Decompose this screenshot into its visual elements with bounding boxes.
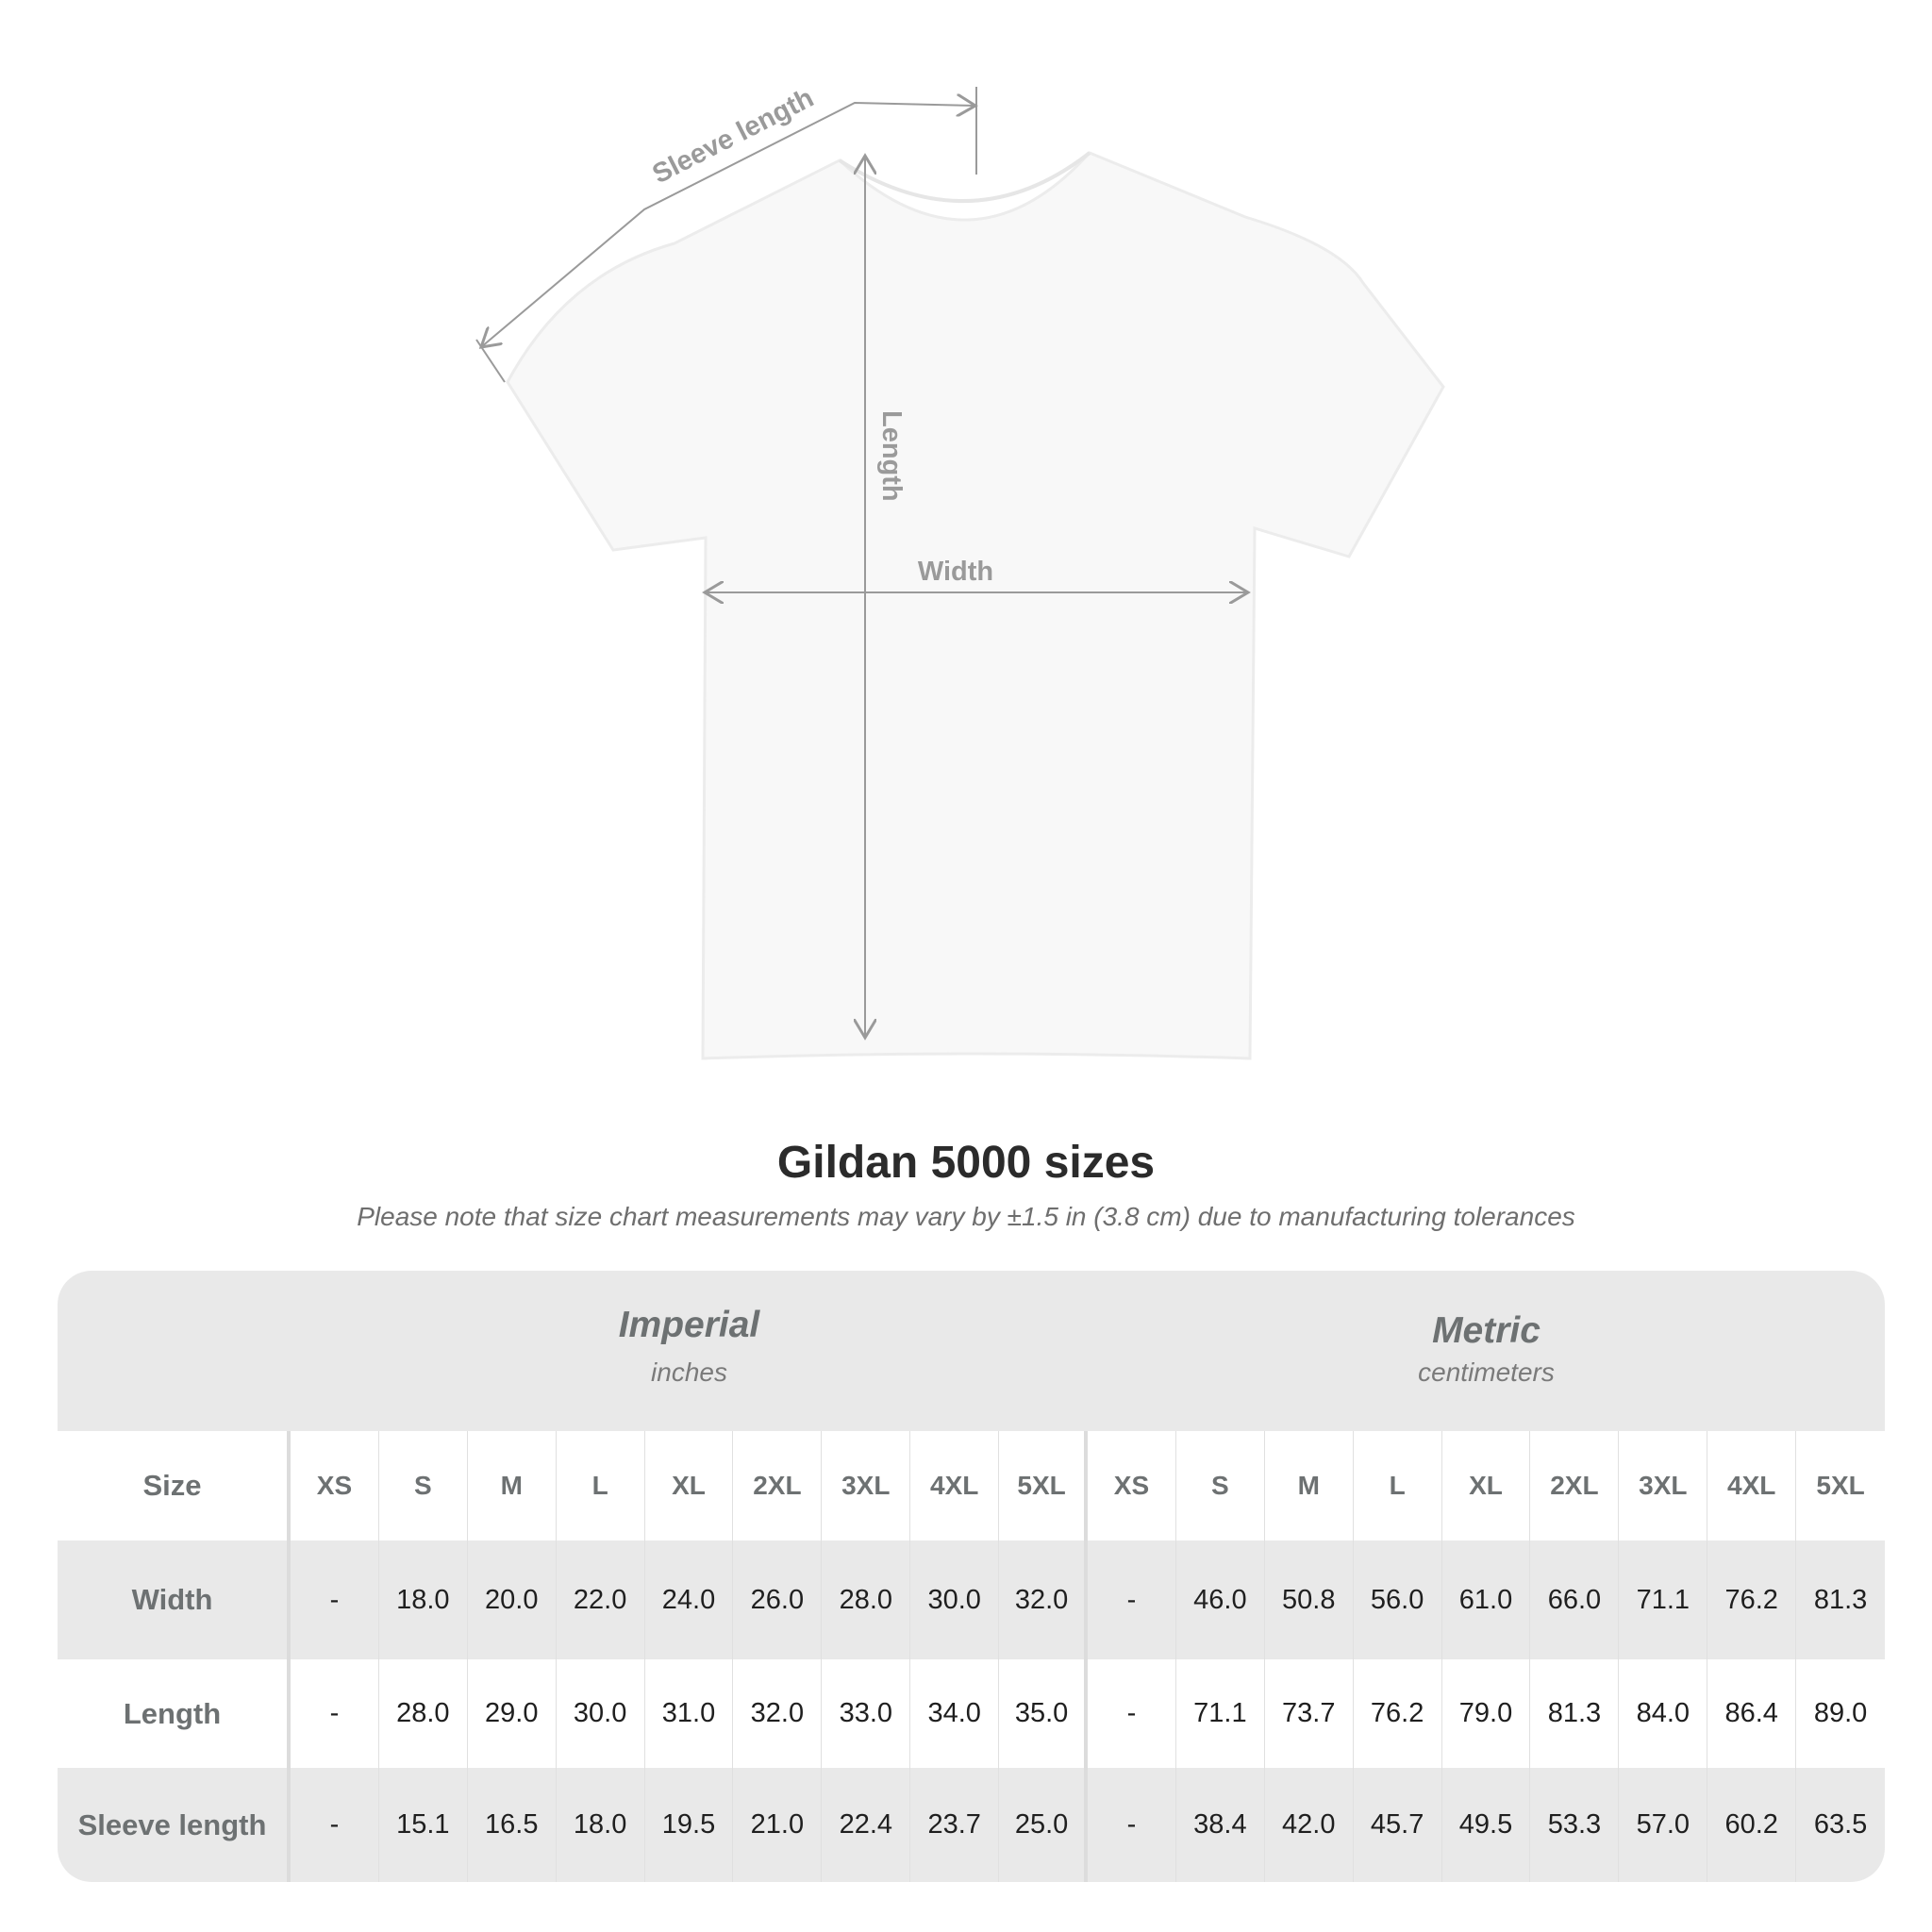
size-header-imperial: S [379,1431,468,1541]
metric-value: 81.3 [1813,1584,1868,1615]
imperial-value: 18.0 [379,1541,468,1659]
size-header-imperial: 2XL [733,1431,823,1541]
imperial-value: 30.0 [557,1659,645,1768]
imperial-value: 22.0 [557,1541,645,1659]
metric-value: 38.4 [1176,1768,1265,1882]
imperial-value: 21.0 [733,1768,823,1882]
imperial-value: 31.0 [645,1659,734,1768]
metric-value: 56.0 [1354,1541,1442,1659]
size-header-imperial: XS [291,1431,379,1541]
row-label: Sleeve length [58,1768,291,1882]
imperial-value: 18.0 [557,1768,645,1882]
imperial-value: 32.0 [733,1659,823,1768]
imperial-value: 15.1 [379,1768,468,1882]
metric-value: 84.0 [1619,1659,1708,1768]
metric-header: Metric centimeters [1088,1271,1885,1431]
size-header-row: Size XS S M L XL 2XL 3XL 4XL 5XL XS S M L XL 2XL 3XL 4XL 5… [58,1431,1885,1541]
metric-value: 50.8 [1265,1541,1354,1659]
metric-unit: centimeters [1418,1357,1555,1387]
metric-value: 71.1 [1619,1541,1708,1659]
metric-value: 73.7 [1265,1659,1354,1768]
metric-value: - [1088,1659,1176,1768]
size-header-metric: 3XL [1619,1431,1708,1541]
imperial-value: - [291,1541,379,1659]
metric-title: Metric [1432,1310,1541,1351]
imperial-value: 16.5 [468,1768,557,1882]
imperial-value: 28.0 [379,1659,468,1768]
sleeve-length-label: Sleeve length [648,83,819,190]
imperial-value: 33.0 [822,1659,911,1768]
metric-value: 60.2 [1707,1768,1797,1882]
tolerance-note: Please note that size chart measurements… [357,1202,1575,1231]
tshirt-diagram: Sleeve length Length Width [475,83,1445,1060]
table-row: Length -28.0 29.0 30.0 31.0 32.0 33.0 34.0 35.0-… [58,1659,1885,1768]
size-header-metric: 2XL [1530,1431,1620,1541]
size-header-imperial: 3XL [822,1431,911,1541]
metric-value: 63.5 [1813,1809,1868,1840]
size-header-imperial: L [557,1431,645,1541]
table-row: Width -18.0 20.0 22.0 24.0 26.0 28.0 30.0 32.0-4… [58,1541,1885,1659]
size-header-metric: L [1354,1431,1442,1541]
imperial-unit: inches [651,1357,727,1387]
imperial-title: Imperial [618,1305,760,1345]
metric-value: 76.2 [1707,1541,1797,1659]
metric-value: 49.5 [1442,1768,1531,1882]
metric-value: - [1088,1541,1176,1659]
size-header-imperial: XL [645,1431,734,1541]
imperial-value: 19.5 [645,1768,734,1882]
metric-value: 71.1 [1176,1659,1265,1768]
imperial-value: - [291,1768,379,1882]
metric-value: 66.0 [1530,1541,1620,1659]
header-band [58,1271,1885,1431]
size-label: Size [58,1431,291,1541]
imperial-value: 22.4 [822,1768,911,1882]
imperial-value: 26.0 [733,1541,823,1659]
imperial-value: - [291,1659,379,1768]
imperial-value: 35.0 [999,1659,1089,1768]
imperial-value: 28.0 [822,1541,911,1659]
size-header-metric: 5XL [1816,1471,1865,1500]
imperial-value: 32.0 [999,1541,1089,1659]
metric-value: - [1088,1768,1176,1882]
metric-value: 61.0 [1442,1541,1531,1659]
imperial-value: 23.7 [910,1768,1000,1882]
metric-value: 89.0 [1813,1698,1868,1728]
sleeve-length-arrow [481,103,975,347]
width-label: Width [918,557,993,587]
page-title: Gildan 5000 sizes [776,1138,1156,1188]
imperial-header: Imperial inches [291,1271,1088,1431]
imperial-value: 30.0 [910,1541,1000,1659]
row-label: Width [58,1541,291,1659]
size-header-metric: S [1176,1431,1265,1541]
size-header-metric: XL [1442,1431,1531,1541]
imperial-value: 24.0 [645,1541,734,1659]
imperial-value: 20.0 [468,1541,557,1659]
size-header-metric: XS [1088,1431,1176,1541]
row-band [58,1768,1885,1882]
size-table: Imperial inches Metric centimeters Size X… [58,1271,1885,1882]
imperial-value: 34.0 [910,1659,1000,1768]
size-header-metric: 4XL [1707,1431,1797,1541]
metric-value: 46.0 [1176,1541,1265,1659]
tshirt-shape [506,151,1445,1060]
length-label: Length [876,410,907,502]
row-band [58,1541,1885,1659]
metric-value: 57.0 [1619,1768,1708,1882]
metric-value: 42.0 [1265,1768,1354,1882]
imperial-value: 29.0 [468,1659,557,1768]
table-row: Sleeve length -15.1 16.5 18.0 19.5 21.0 22.4 23… [58,1768,1885,1882]
row-label: Length [58,1659,291,1768]
metric-value: 79.0 [1442,1659,1531,1768]
metric-value: 86.4 [1707,1659,1797,1768]
size-header-imperial: M [468,1431,557,1541]
size-header-metric: M [1265,1431,1354,1541]
metric-value: 53.3 [1530,1768,1620,1882]
metric-value: 45.7 [1354,1768,1442,1882]
metric-value: 81.3 [1530,1659,1620,1768]
metric-value: 76.2 [1354,1659,1442,1768]
imperial-value: 25.0 [999,1768,1089,1882]
size-header-imperial: 5XL [999,1431,1089,1541]
size-header-imperial: 4XL [910,1431,1000,1541]
